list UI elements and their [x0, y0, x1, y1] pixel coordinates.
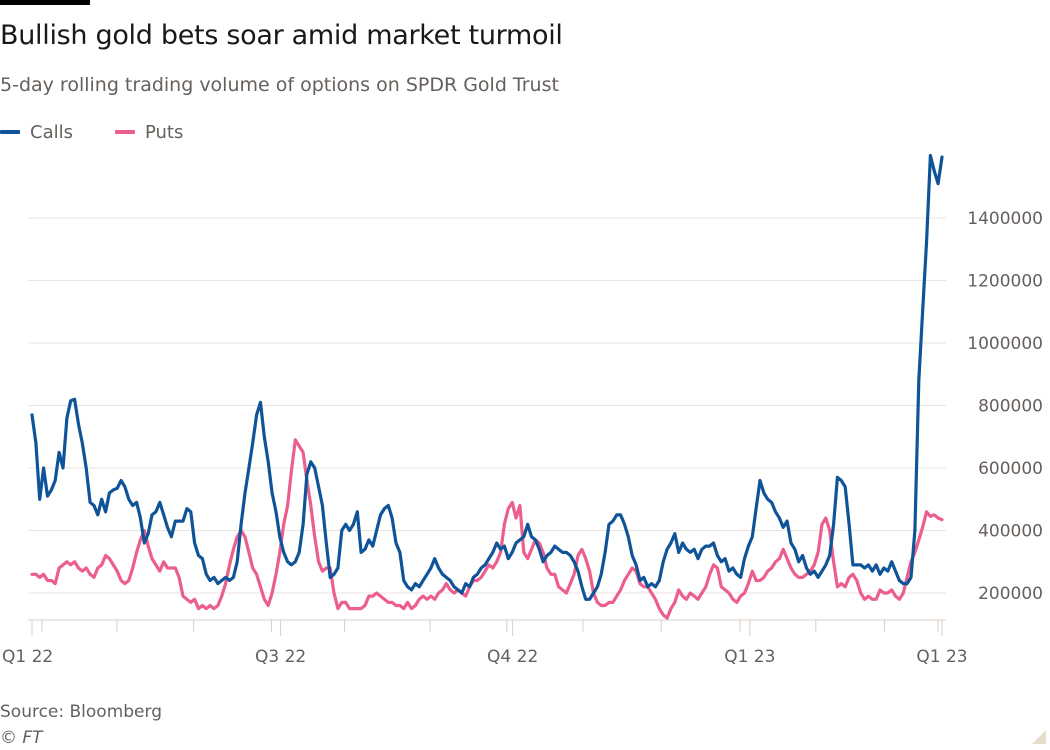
legend-swatch-puts [114, 130, 135, 134]
x-tick-label: Q3 22 [255, 647, 306, 667]
x-tick-label: Q1 23 [916, 647, 967, 667]
resize-handle[interactable] [1032, 730, 1046, 744]
y-tick-label: 1400000 [967, 209, 1043, 229]
series-line-puts [30, 438, 944, 620]
legend-item-calls: Calls [0, 122, 73, 143]
legend-item-puts: Puts [114, 121, 184, 143]
ft-brand-bar [0, 0, 90, 5]
source-note: Source: Bloomberg [0, 702, 162, 722]
legend-label-calls: Calls [30, 121, 73, 143]
legend-swatch-calls [0, 130, 20, 134]
copyright-note: © FT [0, 728, 43, 748]
y-tick-label: 600000 [978, 459, 1043, 479]
x-tick-label: Q1 22 [2, 647, 53, 667]
y-tick-label: 800000 [978, 397, 1043, 417]
legend: Calls Puts [0, 120, 225, 144]
chart-subtitle: 5-day rolling trading volume of options … [0, 74, 559, 96]
y-tick-label: 1000000 [967, 334, 1043, 354]
x-axis: Q1 22 Q3 22 Q4 22 Q1 23 Q1 23 [2, 619, 968, 667]
x-tick-label: Q1 23 [724, 647, 775, 667]
gridlines [28, 217, 946, 594]
y-tick-label: 400000 [978, 522, 1043, 542]
y-tick-label: 1200000 [967, 272, 1043, 292]
series-line-calls [30, 153, 944, 601]
y-axis: 200000 400000 600000 800000 1000000 1200000 14… [967, 209, 1043, 604]
y-tick-label: 200000 [978, 584, 1043, 604]
legend-label-puts: Puts [144, 121, 184, 143]
series-lines [30, 153, 944, 620]
x-tick-label: Q4 22 [487, 647, 538, 667]
chart-title: Bullish gold bets soar amid market turmo… [0, 20, 563, 51]
